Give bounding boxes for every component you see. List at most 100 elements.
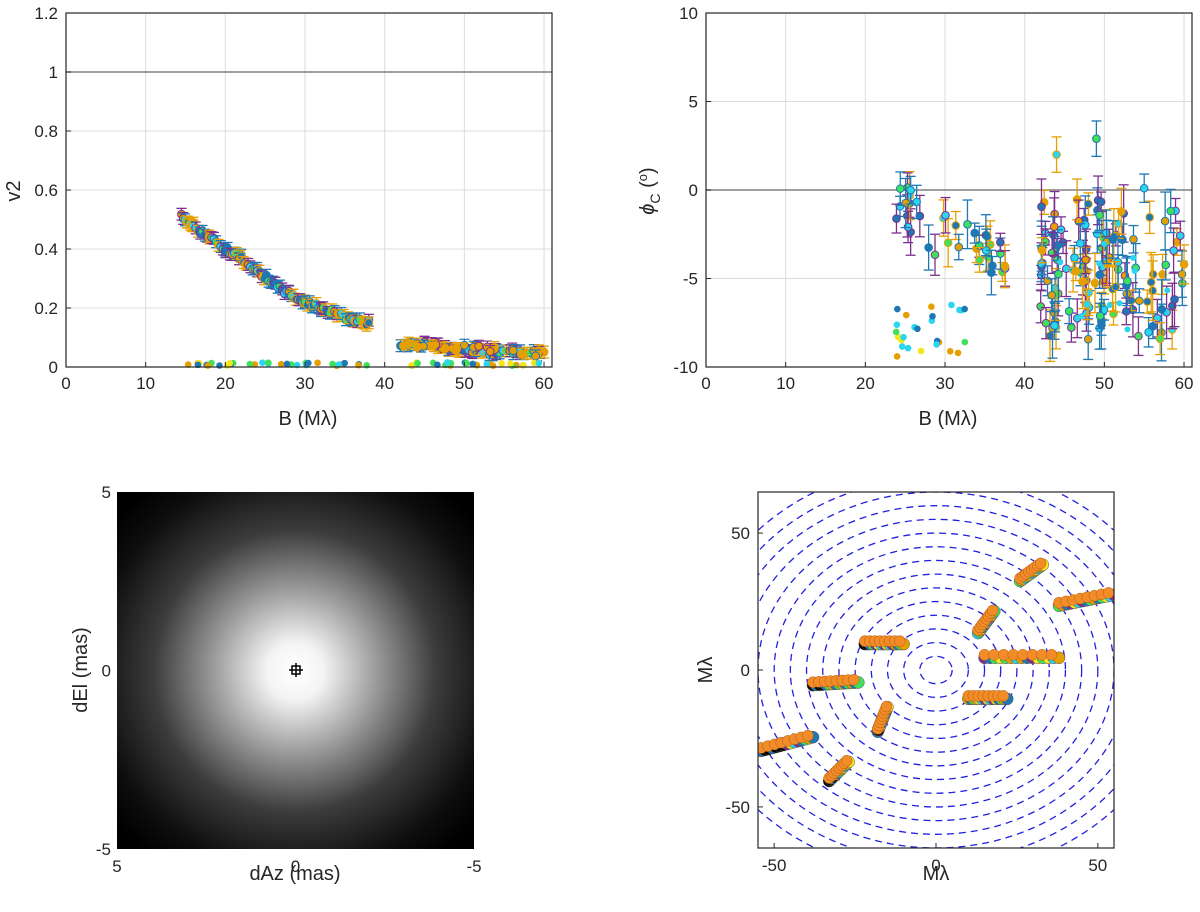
v2-model-point xyxy=(204,362,212,369)
data-marks xyxy=(891,120,1190,363)
phase-point xyxy=(1157,305,1166,314)
phase-point xyxy=(1081,255,1090,265)
phase-point xyxy=(895,184,905,193)
phase-point xyxy=(1061,264,1071,273)
uv-point xyxy=(802,729,814,742)
x-tick-label: 50 xyxy=(1095,374,1114,393)
y-tick-label: 5 xyxy=(102,483,111,502)
uv-dashed-circle xyxy=(758,492,1114,848)
y-tick-label: 5 xyxy=(689,93,698,112)
phase-model-point xyxy=(1131,268,1138,275)
x-tick-label: 5 xyxy=(112,857,121,876)
dashed-circles xyxy=(758,492,1114,848)
x-tick-label: 0 xyxy=(701,374,710,393)
x-tick-label: 50 xyxy=(455,374,474,393)
y-tick-label: -5 xyxy=(96,840,111,859)
phi-symbol: ϕ xyxy=(637,204,659,215)
x-tick-label: 0 xyxy=(931,856,940,875)
phase-model-point xyxy=(1124,326,1131,333)
phase-point xyxy=(1000,261,1010,271)
phase-point xyxy=(1166,206,1176,216)
phase-point xyxy=(1096,197,1106,207)
image-intensity xyxy=(117,492,474,849)
x-tick-label: -50 xyxy=(762,856,787,875)
y-tick-label: 1 xyxy=(49,63,58,82)
x-tick-label: 10 xyxy=(136,374,155,393)
uv-dashed-circle xyxy=(870,614,1002,726)
uv-point xyxy=(848,673,860,686)
v2-model-point xyxy=(277,360,285,368)
unit-close: ) xyxy=(637,167,659,174)
x-tick-label: 0 xyxy=(61,374,70,393)
panel-closure-phase: 0 10 20 30 40 50 60 -10 -5 0 5 10 B (Mλ) ϕC (o) xyxy=(635,4,1193,430)
phase-point xyxy=(1095,311,1105,321)
uv-points xyxy=(758,557,1114,788)
phase-model-point xyxy=(1101,240,1108,247)
phase-point xyxy=(1064,306,1074,316)
v2-model-point xyxy=(246,360,254,368)
phase-point xyxy=(1108,235,1118,244)
panel-image: 5 0 -5 -5 0 5 dAz (mas) dEl (mas) xyxy=(70,483,482,885)
x-tick-label: 60 xyxy=(1175,374,1194,393)
phase-point xyxy=(975,255,984,265)
v2-point xyxy=(452,344,462,354)
v2-point xyxy=(531,351,541,361)
v2-model-point xyxy=(259,359,266,367)
y-tick-label: -5 xyxy=(683,270,698,289)
v2-model-point xyxy=(463,359,470,367)
unit-open: ( xyxy=(637,181,659,194)
tick-labels: -50 0 50 -50 0 50 xyxy=(725,524,1107,875)
phase-point xyxy=(1146,277,1156,287)
v2-model-point xyxy=(507,360,514,367)
phase-model-point xyxy=(902,311,910,319)
panel-visibility-squared: 0 10 20 30 40 50 60 0 0.2 0.4 0.6 0.8 1 1.2 B (Mλ) v2 xyxy=(3,4,553,430)
v2-model-point xyxy=(216,362,223,369)
phase-model-point xyxy=(946,347,954,355)
uv-dashed-circle xyxy=(902,641,970,699)
phase-point xyxy=(1123,276,1132,286)
uv-dashed-circle xyxy=(838,587,1034,753)
x-tick-label: -5 xyxy=(466,857,481,876)
v2-model-point xyxy=(184,361,192,368)
phase-model-point xyxy=(914,325,921,333)
phase-point xyxy=(1049,222,1059,231)
phase-point xyxy=(1143,297,1152,306)
v2-model-point xyxy=(265,359,272,366)
x-axis-label: Mλ xyxy=(923,863,950,885)
uv-point xyxy=(997,690,1010,702)
tick-labels: 0 10 20 30 40 50 60 0 0.2 0.4 0.6 0.8 1 1.2 xyxy=(34,4,553,393)
v2-model-point xyxy=(341,359,348,367)
subscript-c: C xyxy=(647,193,663,203)
v2-model-point xyxy=(314,359,321,367)
phase-point xyxy=(1118,235,1127,244)
phase-point xyxy=(1090,278,1100,288)
uv-dashed-circle xyxy=(919,655,953,685)
y-tick-label: 0 xyxy=(689,181,698,200)
phase-model-point xyxy=(917,347,925,355)
uv-point xyxy=(1102,587,1114,599)
v2-model-point xyxy=(335,361,343,368)
v2-model-point xyxy=(483,360,491,368)
phase-point xyxy=(1092,134,1101,143)
grid-lines xyxy=(65,12,552,368)
phase-model-point xyxy=(1130,254,1137,261)
y-axis-label: ϕC (o) xyxy=(635,167,663,214)
x-tick-label: 20 xyxy=(856,374,875,393)
phase-point xyxy=(1041,318,1051,328)
uv-point xyxy=(986,604,999,617)
phase-point xyxy=(1129,234,1138,244)
y-tick-label: 0.8 xyxy=(34,122,58,141)
phase-point xyxy=(996,238,1005,247)
axes-frame xyxy=(757,491,1115,849)
phase-model-point xyxy=(954,349,962,357)
center-crosshair-icon xyxy=(289,663,303,677)
v2-model-point xyxy=(444,359,451,366)
x-axis-label: dAz (mas) xyxy=(249,863,340,885)
phase-point xyxy=(1179,260,1189,269)
phase-point xyxy=(1082,300,1092,309)
v2-point xyxy=(440,343,450,353)
phase-point xyxy=(1095,270,1105,280)
v2-point xyxy=(412,342,422,352)
phase-point xyxy=(1036,302,1045,311)
phase-model-point xyxy=(904,344,912,352)
